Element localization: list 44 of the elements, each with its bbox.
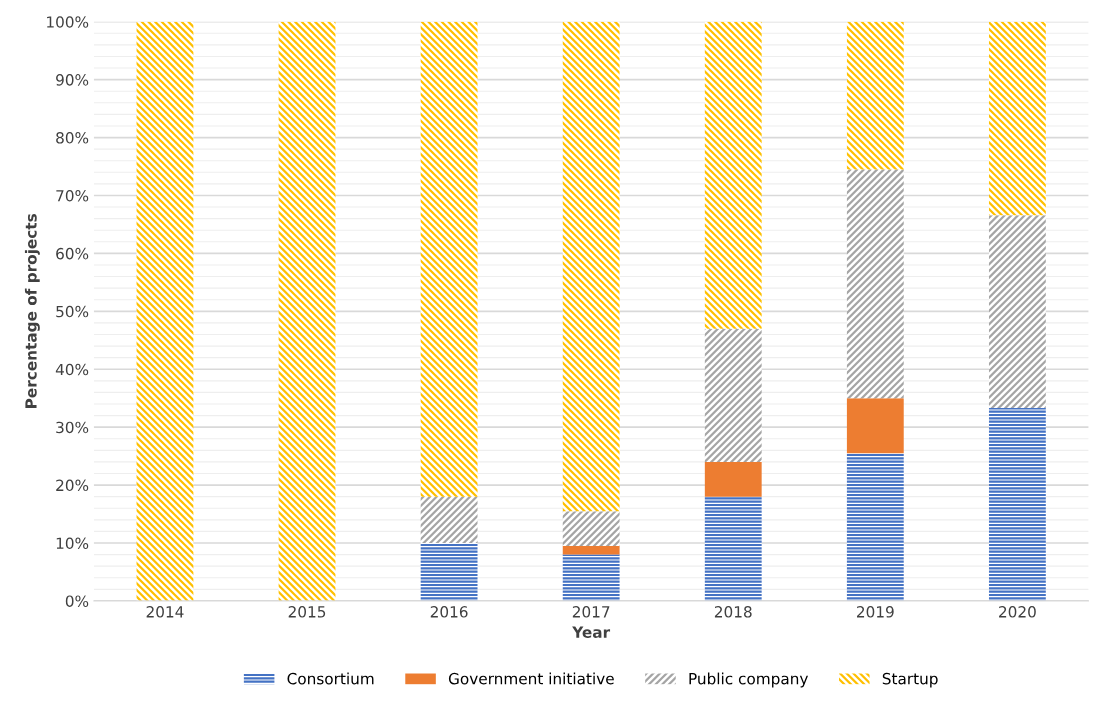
y-tick-label: 60% [56, 247, 89, 260]
bar [846, 169, 904, 399]
bar [988, 408, 1046, 601]
legend-label: Public company [689, 672, 808, 688]
y-tick-label: 90% [56, 74, 89, 86]
bar [562, 21, 620, 512]
legend-label: Consortium [287, 672, 374, 685]
y-tick-label: 30% [56, 421, 89, 434]
bar [420, 21, 478, 497]
y-tick-label: 20% [56, 479, 89, 492]
y-tick-label: 40% [55, 363, 89, 376]
bar [420, 496, 478, 543]
bar [420, 543, 478, 601]
bar [136, 21, 194, 601]
bar [562, 511, 620, 546]
bar [846, 21, 904, 170]
x-axis-title: Year [572, 626, 611, 638]
bar [846, 453, 904, 601]
x-tick-label: 2017 [572, 606, 610, 618]
bar [562, 554, 620, 601]
y-tick-label: 50% [56, 305, 89, 318]
x-tick-label: 2018 [714, 606, 752, 618]
y-tick-label: 0% [65, 595, 89, 607]
y-axis-title: Percentage of projects [24, 214, 40, 408]
bar [704, 461, 762, 497]
bar [278, 21, 336, 601]
bar [988, 21, 1046, 216]
x-tick-label: 2020 [999, 606, 1036, 618]
y-tick-label: 70% [56, 189, 89, 202]
y-tick-label: 80% [56, 132, 89, 144]
bar [988, 215, 1046, 409]
y-tick-label: 100% [47, 16, 89, 28]
legend-label: Startup [882, 672, 938, 688]
bar [704, 328, 762, 462]
x-tick-label: 2015 [288, 606, 326, 618]
bar [704, 496, 762, 601]
bar [846, 398, 904, 454]
x-tick-label: 2014 [146, 606, 184, 618]
y-tick-label: 10% [56, 537, 89, 550]
x-tick-label: 2016 [430, 606, 468, 618]
legend-label: Government initiative [448, 672, 614, 685]
x-tick-label: 2019 [857, 606, 894, 618]
bar [562, 545, 620, 555]
bar [704, 21, 762, 329]
